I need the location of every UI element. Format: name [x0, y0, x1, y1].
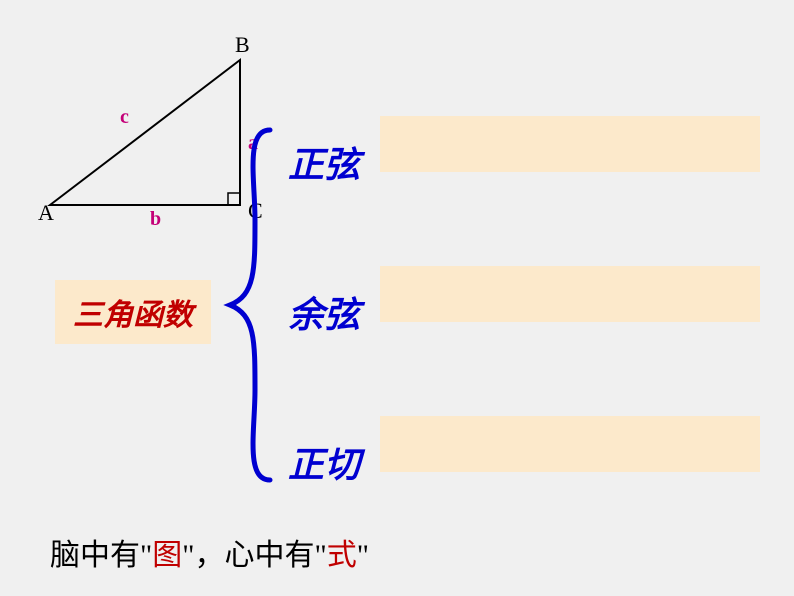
vertex-a-label: A — [38, 200, 54, 226]
bottom-caption: 脑中有"图"，心中有"式" — [50, 530, 369, 574]
bottom-highlight2: 式 — [327, 539, 357, 572]
brace-icon — [215, 120, 285, 490]
sine-formula-box — [380, 116, 760, 172]
cosine-label: 余弦 — [288, 286, 360, 338]
bottom-part3: " — [357, 539, 369, 572]
tangent-formula-box — [380, 416, 760, 472]
vertex-b-label: B — [235, 32, 250, 58]
tangent-label: 正切 — [288, 436, 360, 488]
brace-path — [230, 130, 270, 480]
title-box: 三角函数 — [55, 280, 211, 344]
bottom-highlight1: 图 — [152, 539, 182, 572]
sine-label: 正弦 — [288, 136, 360, 188]
cosine-formula-box — [380, 266, 760, 322]
triangle-shape — [50, 60, 240, 205]
side-c-label: c — [120, 106, 129, 129]
bottom-part2: "，心中有" — [182, 539, 327, 572]
bottom-part1: 脑中有" — [50, 539, 152, 572]
side-b-label: b — [150, 208, 161, 231]
